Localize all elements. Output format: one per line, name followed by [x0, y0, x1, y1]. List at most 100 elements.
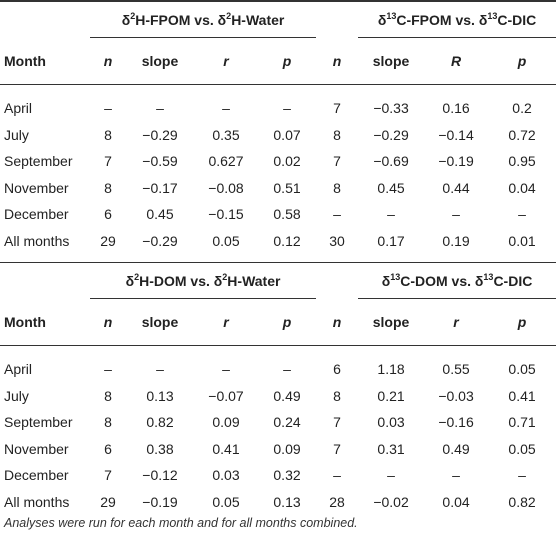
value-cell: 0.82: [146, 414, 174, 431]
delta-symbol: δ: [478, 11, 488, 28]
delta-symbol: δ: [125, 272, 135, 289]
group-text: H-Water: [231, 11, 285, 28]
table-row: September 8 0.82 0.09 0.24 7 0.03 −0.16 0.71: [0, 409, 556, 436]
value-cell: 1.18: [377, 361, 405, 378]
column-header: r: [223, 53, 229, 69]
table-row: November 8 −0.17 −0.08 0.51 8 0.45 0.44 0.04: [0, 175, 556, 202]
value-cell: 0.55: [442, 361, 470, 378]
column-header: slope: [141, 314, 179, 330]
table-row: December 7 −0.12 0.03 0.32 – – – –: [0, 462, 556, 489]
group-header-row: δ2H-DOM vs. δ2H-Water δ13C-DOM vs. δ13C-D…: [0, 262, 556, 299]
table-row: December 6 0.45 −0.15 0.58 – – – –: [0, 201, 556, 228]
column-header: n: [103, 314, 113, 330]
value-cell: 8: [104, 126, 112, 143]
month-cell: All months: [4, 493, 70, 510]
value-cell: 0.13: [146, 387, 174, 404]
value-cell: –: [452, 206, 460, 223]
value-cell: 0.31: [377, 440, 405, 457]
delta-symbol: δ: [377, 11, 387, 28]
column-header: slope: [372, 314, 410, 330]
value-cell: −0.59: [142, 153, 178, 170]
value-cell: −0.08: [208, 179, 244, 196]
column-header: r: [223, 314, 229, 330]
value-cell: –: [222, 361, 230, 378]
column-header: R: [450, 53, 462, 69]
delta-symbol: δ: [381, 272, 391, 289]
value-cell: 0.45: [146, 206, 174, 223]
value-cell: –: [333, 467, 341, 484]
value-cell: 0.627: [208, 153, 244, 170]
isotope-mass: 13: [390, 271, 401, 282]
value-cell: −0.12: [142, 467, 178, 484]
value-cell: 8: [333, 387, 341, 404]
group-text: C-DOM vs.: [400, 272, 475, 289]
value-cell: –: [104, 100, 112, 117]
value-cell: 0.03: [212, 467, 240, 484]
month-cell: April: [4, 361, 33, 378]
delta-symbol: δ: [213, 272, 223, 289]
isotope-mass: 13: [483, 271, 494, 282]
dom-section: δ2H-DOM vs. δ2H-Water δ13C-DOM vs. δ13C-D…: [0, 262, 556, 524]
column-header: p: [517, 53, 527, 69]
value-cell: 8: [333, 179, 341, 196]
value-cell: 7: [333, 153, 341, 170]
value-cell: 0.03: [377, 414, 405, 431]
value-cell: –: [333, 206, 341, 223]
group-spacer: [0, 263, 90, 299]
value-cell: 6: [104, 206, 112, 223]
value-cell: 7: [333, 440, 341, 457]
month-cell: July: [4, 126, 29, 143]
table-row: July 8 −0.29 0.35 0.07 8 −0.29 −0.14 0.72: [0, 122, 556, 149]
month-cell: All months: [4, 232, 70, 249]
table-row: April – – – – 6 1.18 0.55 0.05: [0, 346, 556, 383]
value-cell: 28: [329, 493, 345, 510]
value-cell: 0.05: [508, 361, 536, 378]
table-footnote: Analyses were run for each month and for…: [4, 516, 358, 530]
fpom-section: δ2H-FPOM vs. δ2H-Water δ13C-FPOM vs. δ13C…: [0, 1, 556, 263]
value-cell: –: [283, 361, 291, 378]
value-cell: 0.51: [273, 179, 301, 196]
month-cell: November: [4, 179, 69, 196]
value-cell: –: [518, 467, 526, 484]
value-cell: −0.03: [438, 387, 474, 404]
column-header: r: [453, 314, 459, 330]
value-cell: −0.15: [208, 206, 244, 223]
value-cell: 0.95: [508, 153, 536, 170]
value-cell: 0.09: [273, 440, 301, 457]
group-label-carbon: δ13C-FPOM vs. δ13C-DIC: [358, 1, 556, 38]
value-cell: 0.49: [273, 387, 301, 404]
month-cell: July: [4, 387, 29, 404]
value-cell: –: [283, 100, 291, 117]
correlation-table: δ2H-FPOM vs. δ2H-Water δ13C-FPOM vs. δ13C…: [0, 1, 556, 524]
group-label-hydrogen: δ2H-DOM vs. δ2H-Water: [90, 262, 317, 299]
value-cell: –: [387, 206, 395, 223]
column-header: Month: [4, 52, 46, 69]
isotope-mass: 2: [226, 10, 232, 21]
value-cell: 0.2: [512, 100, 532, 117]
column-header: Month: [4, 313, 46, 330]
value-cell: 0.24: [273, 414, 301, 431]
table-row: April – – – – 7 −0.33 0.16 0.2: [0, 85, 556, 122]
value-cell: 8: [333, 126, 341, 143]
group-spacer: [316, 1, 358, 38]
delta-symbol: δ: [474, 272, 484, 289]
table-row: All months 29 −0.29 0.05 0.12 30 0.17 0.19 0.01: [0, 228, 556, 263]
value-cell: −0.14: [438, 126, 474, 143]
value-cell: 0.38: [146, 440, 174, 457]
group-text: H-DOM vs.: [139, 272, 214, 289]
value-cell: 29: [100, 493, 116, 510]
group-text: H-FPOM vs.: [135, 11, 218, 28]
column-header: slope: [141, 53, 179, 69]
value-cell: 0.13: [273, 493, 301, 510]
column-header: n: [103, 53, 113, 69]
group-text: C-FPOM vs.: [396, 11, 479, 28]
value-cell: 6: [104, 440, 112, 457]
value-cell: −0.33: [373, 100, 409, 117]
group-label-carbon: δ13C-DOM vs. δ13C-DIC: [358, 262, 556, 299]
group-spacer: [0, 1, 90, 38]
value-cell: −0.69: [373, 153, 409, 170]
delta-symbol: δ: [217, 11, 227, 28]
month-cell: September: [4, 153, 73, 170]
